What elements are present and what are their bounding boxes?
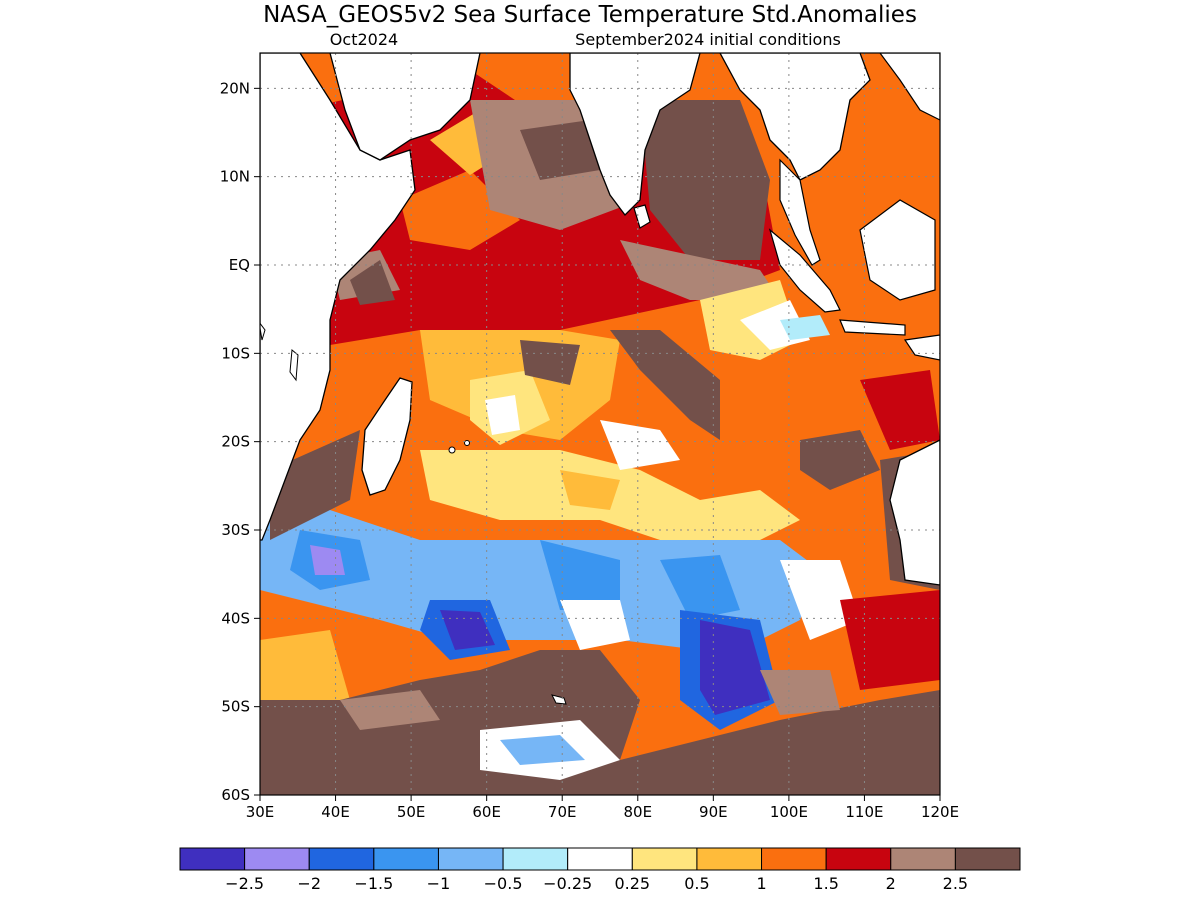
colorbar-swatch [502, 847, 569, 871]
anomaly-region-southern-red-east [840, 590, 940, 690]
latitude-tick-label: EQ [229, 256, 250, 274]
anomaly-region-southern-white [560, 600, 630, 650]
forecast-month: Oct2024 [330, 30, 398, 49]
colorbar-label: −1 [427, 874, 451, 893]
land-kerguelen [551, 694, 567, 705]
anomaly-region-arabian-dark [520, 120, 600, 180]
colorbar-swatch [761, 847, 827, 871]
anomaly-region-kerguelen-blue [500, 735, 585, 765]
longitude-tick-label: 60E [472, 803, 501, 821]
colorbar-swatch [567, 847, 633, 871]
graticule [260, 53, 940, 795]
anomaly-region-southern-brown-east [760, 670, 840, 715]
colorbar-swatch [890, 847, 956, 871]
longitude-tick-label: 110E [845, 803, 883, 821]
figure-title: NASA_GEOS5v2 Sea Surface Temperature Std… [263, 2, 917, 28]
longitude-tick-label: 100E [770, 803, 808, 821]
land-south-china-coast [879, 53, 940, 121]
longitude-axis: 30E 40E 50E 60E 70E 80E 90E 100E 110E 120E [246, 795, 959, 821]
land-java [839, 319, 906, 336]
anomaly-region-southern-blue-east [660, 555, 740, 620]
land-sumatra [768, 228, 841, 313]
longitude-tick-label: 30E [246, 803, 275, 821]
colorbar-swatch [437, 847, 504, 871]
map-frame [259, 52, 941, 796]
colorbar-label: 2.5 [943, 874, 968, 893]
anomaly-region-southern-brown-west [340, 690, 440, 730]
colorbar: −2.5 −2 −1.5 −1 −0.5 −0.25 0.25 0.5 1 1.5 2 2.5 [179, 847, 1021, 893]
latitude-tick-label: 40S [221, 609, 250, 627]
anomaly-region-strong-blue-90e [700, 620, 770, 715]
anomaly-region-southern-ocean-dark [260, 650, 940, 795]
anomaly-region-subtropic-orange [560, 470, 620, 510]
initial-conditions-label: September2024 initial conditions [575, 30, 841, 49]
anomaly-region-java-cyan [780, 315, 830, 340]
land-malay-peninsula [779, 158, 821, 266]
colorbar-swatch [373, 847, 439, 871]
colorbar-swatch [179, 847, 246, 871]
colorbar-label: −0.25 [543, 874, 592, 893]
anomaly-region-central-white [485, 395, 520, 435]
colorbar-label: −0.5 [484, 874, 523, 893]
anomaly-region-east-dark-band [610, 330, 720, 440]
anomaly-region-somali-dark [350, 260, 395, 305]
anomaly-region-southern-blue-central [540, 540, 620, 610]
land-arabia [329, 53, 481, 161]
anomaly-region-south-africa-coast [270, 430, 360, 540]
latitude-tick-label: 10S [221, 344, 250, 362]
colorbar-swatch [825, 847, 892, 871]
longitude-tick-label: 50E [397, 803, 426, 821]
anomaly-region-subtropic-white [600, 420, 680, 470]
longitude-tick-label: 90E [699, 803, 728, 821]
longitude-tick-label: 70E [548, 803, 577, 821]
latitude-tick-label: 20S [221, 433, 250, 451]
anomaly-region-bay-of-bengal [640, 100, 770, 260]
latitude-tick-label: 20N [220, 79, 250, 97]
latitude-tick-label: 60S [221, 786, 250, 804]
latitude-tick-label: 10N [220, 168, 250, 186]
land-madagascar [361, 377, 413, 496]
colorbar-label: 1.5 [813, 874, 838, 893]
colorbar-swatch [696, 847, 763, 871]
colorbar-swatch [244, 847, 310, 871]
longitude-tick-label: 120E [921, 803, 959, 821]
colorbar-label: −1.5 [354, 874, 393, 893]
anomaly-region-southern-white-east [780, 560, 860, 640]
colorbar-label: 1 [756, 874, 766, 893]
anomaly-region-australia-red [860, 370, 940, 450]
colorbar-label: −2.5 [225, 874, 264, 893]
anomaly-region-equatorial-brown [620, 240, 780, 300]
land-australia [889, 439, 940, 586]
colorbar-swatch [631, 847, 698, 871]
colorbar-label: 2 [886, 874, 896, 893]
land-mauritius [464, 440, 470, 446]
anomaly-region-southern-violet-west [310, 545, 345, 575]
longitude-tick-label: 40E [321, 803, 350, 821]
latitude-tick-label: 50S [221, 698, 250, 716]
anomaly-region-strong-blue-55e [440, 610, 495, 650]
map-area [260, 53, 940, 795]
land-timor [903, 334, 940, 361]
anomaly-region-central-dark [520, 340, 580, 385]
colorbar-swatch [308, 847, 375, 871]
colorbar-label: 0.25 [614, 874, 650, 893]
land-reunion [448, 446, 456, 454]
colorbar-label: 0.5 [684, 874, 709, 893]
land-india [569, 53, 701, 216]
latitude-axis: 20N 10N EQ 10S 20S 30S 40S 50S 60S [220, 79, 260, 804]
anomaly-region-southern-yellow-west [260, 630, 350, 710]
land-borneo [859, 199, 936, 301]
colorbar-swatch [954, 847, 1021, 871]
latitude-tick-label: 30S [221, 521, 250, 539]
colorbar-label: −2 [297, 874, 321, 893]
longitude-tick-label: 80E [623, 803, 652, 821]
anomaly-region-west-australia-dark [800, 430, 880, 490]
